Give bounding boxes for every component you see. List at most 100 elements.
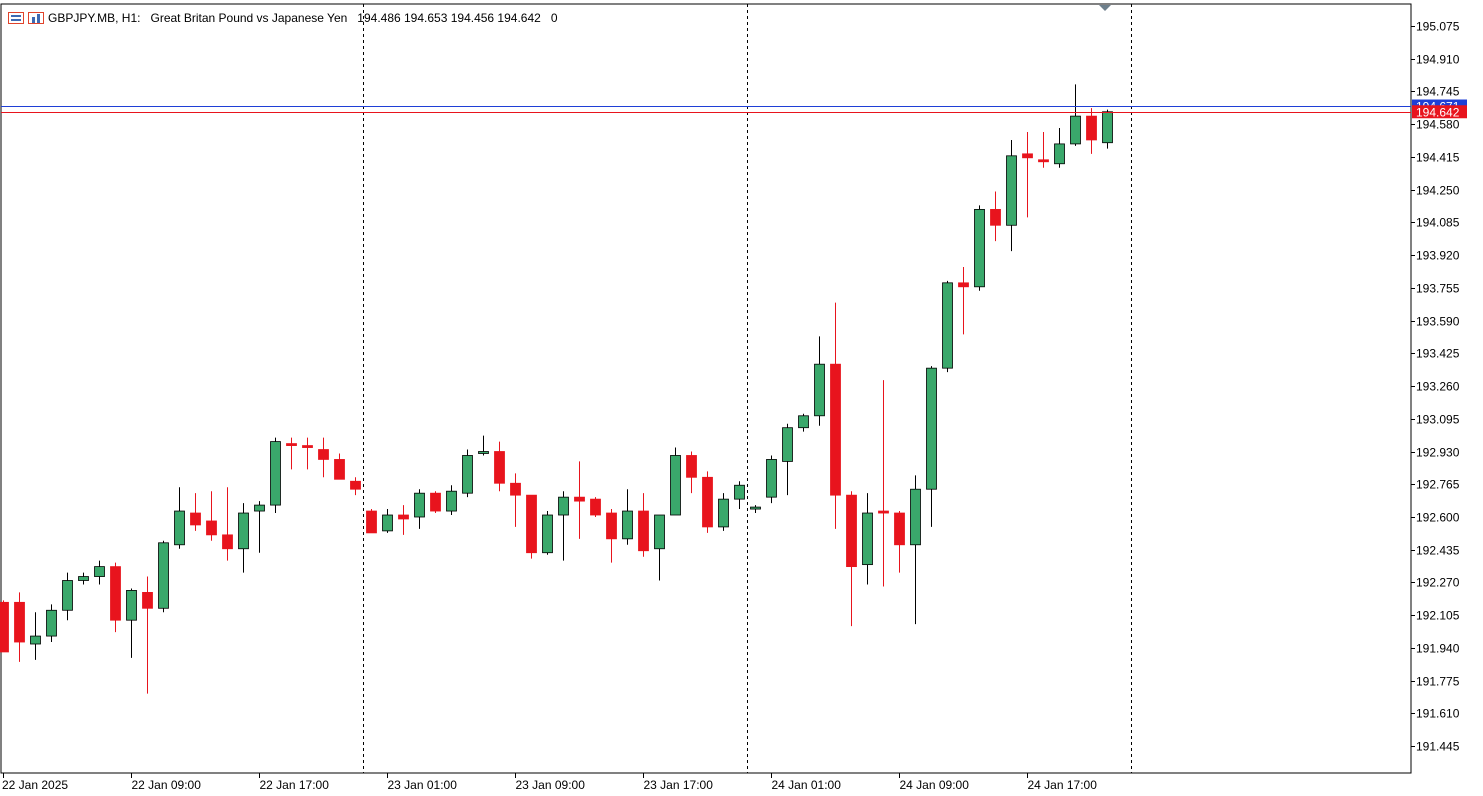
candle — [942, 280, 953, 373]
candle-body — [1038, 159, 1049, 163]
candle — [606, 509, 617, 563]
candle-body — [94, 566, 105, 577]
candle-body — [1054, 143, 1065, 165]
time-tick-label: 23 Jan 17:00 — [644, 778, 714, 792]
price-lines — [1, 106, 1411, 113]
price-tick-label: 191.775 — [1416, 675, 1460, 689]
candle-body — [798, 415, 809, 429]
candle — [1086, 108, 1097, 154]
candle — [1038, 132, 1049, 168]
bid-price-tag: 194.642 — [1412, 105, 1467, 119]
price-tag-bg — [1412, 105, 1467, 119]
price-tick-label: 193.590 — [1416, 315, 1460, 329]
candle-body — [734, 484, 745, 500]
candle-body — [814, 363, 825, 417]
chart-header: GBPJPY.MB, H1: Great Britan Pound vs Jap… — [8, 10, 558, 26]
candle — [142, 576, 153, 694]
candle-body — [30, 635, 41, 645]
candle-body — [686, 455, 697, 478]
candle-body — [638, 510, 649, 552]
candle-body — [990, 208, 1001, 226]
candle-body — [126, 590, 137, 621]
ohlc-values: 194.486 194.653 194.456 194.642 — [357, 11, 541, 25]
price-tick-label: 192.600 — [1416, 511, 1460, 525]
candle — [126, 588, 137, 658]
candle-body — [558, 496, 569, 516]
candle-body — [1086, 115, 1097, 141]
candle — [382, 509, 393, 533]
candle-body — [478, 451, 489, 454]
price-tick-label: 194.745 — [1416, 85, 1460, 99]
candle-body — [334, 459, 345, 480]
candle-body — [446, 490, 457, 512]
candle — [510, 473, 521, 527]
candle — [958, 266, 969, 335]
price-tick-label: 194.580 — [1416, 118, 1460, 132]
candle-body — [110, 566, 121, 621]
price-tick-label: 195.075 — [1416, 20, 1460, 34]
time-tick-label: 22 Jan 17:00 — [260, 778, 330, 792]
candle — [446, 485, 457, 516]
price-tick-label: 193.920 — [1416, 249, 1460, 263]
shift-marker-icon[interactable] — [1099, 5, 1111, 11]
candle-body — [462, 455, 473, 494]
candle — [862, 493, 873, 585]
candle — [238, 503, 249, 573]
price-tick-label: 192.435 — [1416, 544, 1460, 558]
candle — [702, 471, 713, 533]
time-axis[interactable]: 22 Jan 2025 22 Jan 09:00 22 Jan 17:00 23 Ja… — [2, 773, 1097, 792]
time-tick-label: 24 Jan 09:00 — [900, 778, 970, 792]
candle-body — [974, 208, 985, 288]
candle — [270, 437, 281, 514]
candle — [334, 453, 345, 480]
candle — [78, 572, 89, 585]
candle — [846, 491, 857, 627]
price-axis[interactable]: 195.075 194.910 194.745 194.580 194.415 194.2… — [1411, 20, 1467, 754]
candle — [974, 205, 985, 291]
price-tick-label: 194.250 — [1416, 184, 1460, 198]
candle-body — [46, 609, 57, 637]
candle-body — [894, 512, 905, 546]
candle — [622, 489, 633, 545]
candle-body — [830, 363, 841, 496]
candle-body — [958, 282, 969, 288]
candle — [350, 477, 361, 496]
price-tick-label: 194.415 — [1416, 151, 1460, 165]
candle — [990, 191, 1001, 242]
candle — [254, 501, 265, 553]
candle-body — [718, 498, 729, 528]
candle — [174, 487, 185, 549]
price-tick-label: 191.610 — [1416, 707, 1460, 721]
candle — [302, 437, 313, 470]
symbol-description: Great Britan Pound vs Japanese Yen — [150, 11, 348, 25]
candle-body — [190, 512, 201, 526]
candle-body — [142, 592, 153, 609]
price-tick-label: 191.940 — [1416, 642, 1460, 656]
chart-type-icon[interactable] — [28, 12, 44, 24]
candle — [14, 592, 25, 662]
time-tick-label: 22 Jan 2025 — [2, 778, 68, 792]
candle-body — [286, 443, 297, 446]
candle-body — [430, 492, 441, 512]
candle-body — [670, 455, 681, 516]
candle — [1102, 109, 1113, 149]
candle — [814, 336, 825, 426]
candle-body — [366, 510, 377, 534]
candle-body — [1006, 155, 1017, 226]
candle — [46, 604, 57, 643]
candle — [110, 562, 121, 633]
candle — [798, 413, 809, 432]
candle-body — [14, 601, 25, 643]
symbol-list-icon[interactable] — [8, 12, 24, 24]
candle — [894, 511, 905, 573]
candle-body — [878, 510, 889, 514]
candle — [750, 505, 761, 514]
price-tick-label: 192.270 — [1416, 576, 1460, 590]
candle-body — [526, 494, 537, 554]
candle — [926, 366, 937, 527]
candle — [910, 475, 921, 625]
candle-body — [1070, 115, 1081, 145]
candles — [0, 84, 1113, 694]
candle — [398, 505, 409, 535]
